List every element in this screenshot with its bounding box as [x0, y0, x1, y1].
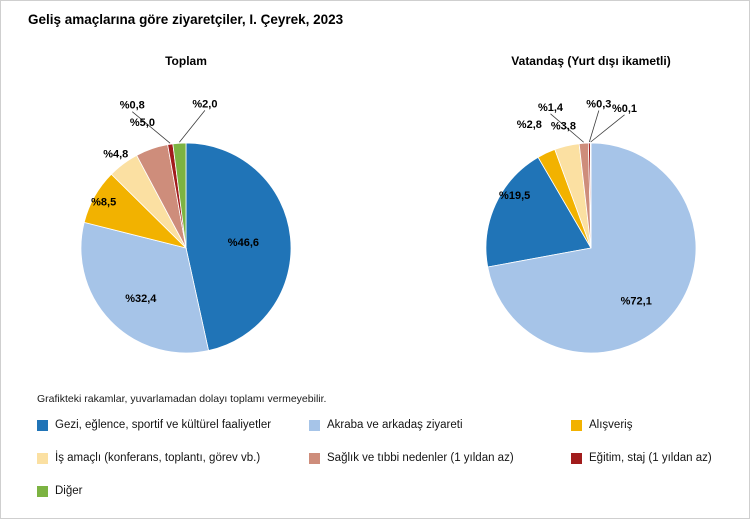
pie-slice	[80, 221, 210, 354]
legend-label: İş amaçlı (konferans, toplantı, görev vb…	[55, 452, 261, 465]
legend-item: Gezi, eğlence, sportif ve kültürel faali…	[37, 419, 309, 432]
legend: Gezi, eğlence, sportif ve kültürel faali…	[37, 419, 739, 499]
pie-label: %4,8	[103, 149, 128, 161]
pie-label: %1,4	[538, 102, 564, 114]
legend-swatch	[571, 420, 582, 431]
pie-label: %0,8	[120, 100, 145, 112]
legend-swatch	[37, 420, 48, 431]
legend-swatch	[309, 453, 320, 465]
pie-label-leader	[131, 111, 171, 144]
pie-label-leader	[588, 110, 600, 143]
pie-label: %2,8	[517, 119, 542, 131]
legend-label: Sağlık ve tıbbi nedenler (1 yıldan az)	[327, 452, 514, 465]
pie-chart-vatandas: %19,5 %72,1 %2,8 %3,8 %1,4 %0,3 %0,1	[485, 98, 697, 354]
pie-slice	[185, 142, 292, 352]
pie-label: %72,1	[621, 295, 652, 307]
pie-slice	[589, 142, 592, 249]
legend-label: Alışveriş	[589, 419, 633, 431]
legend-item: İş amaçlı (konferans, toplantı, görev vb…	[37, 452, 309, 465]
legend-swatch	[37, 486, 48, 498]
pie-label: %19,5	[499, 190, 530, 202]
pie-label-leader	[179, 110, 206, 143]
pie-label-leader	[550, 113, 584, 143]
pie-label: %3,8	[551, 121, 576, 133]
pie-slice	[487, 142, 697, 354]
legend-item: Sağlık ve tıbbi nedenler (1 yıldan az)	[309, 452, 571, 465]
legend-item: Akraba ve arkadaş ziyareti	[309, 419, 571, 432]
legend-swatch	[37, 453, 48, 465]
rounding-footnote: Grafikteki rakamlar, yuvarlamadan dolayı…	[37, 393, 327, 405]
pie-label: %8,5	[91, 197, 116, 209]
legend-swatch	[309, 420, 320, 431]
chart-title: Geliş amaçlarına göre ziyaretçiler, I. Ç…	[28, 12, 344, 27]
pie-label: %46,6	[228, 237, 259, 249]
pie-vatandas-subtitle: Vatandaş (Yurt dışı ikametli)	[511, 54, 671, 68]
pie-chart-toplam: %46,6 %32,4 %8,5 %4,8 %5,0 %0,8 %2,0	[80, 98, 292, 354]
pie-label: %2,0	[192, 98, 217, 110]
pie-label: %5,0	[130, 117, 155, 129]
pie-toplam-subtitle: Toplam	[165, 54, 207, 68]
pie-label: %0,1	[612, 103, 637, 115]
pie-slice	[172, 142, 187, 249]
legend-item: Diğer	[37, 485, 309, 498]
pie-label: %32,4	[125, 293, 157, 305]
pie-label: %0,3	[586, 98, 611, 110]
legend-label: Gezi, eğlence, sportif ve kültürel faali…	[55, 419, 272, 431]
legend-item: Alışveriş	[571, 419, 739, 432]
pie-slice	[485, 156, 592, 268]
legend-item: Eğitim, staj (1 yıldan az)	[571, 452, 739, 465]
legend-swatch	[571, 453, 582, 465]
pie-label-leader	[590, 114, 625, 143]
legend-label: Eğitim, staj (1 yıldan az)	[589, 452, 712, 465]
legend-label: Akraba ve arkadaş ziyareti	[327, 419, 463, 431]
legend-label: Diğer	[55, 485, 83, 498]
